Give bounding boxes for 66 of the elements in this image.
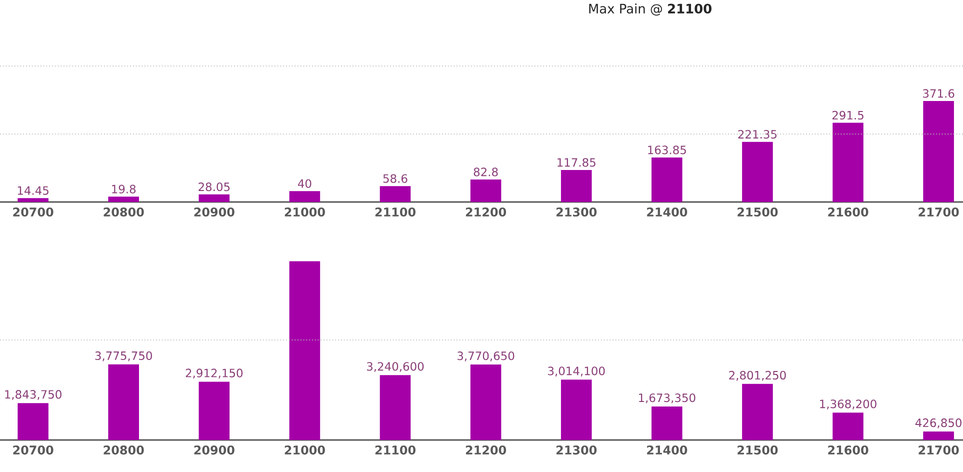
bar bbox=[742, 384, 773, 440]
data-label: 3,775,750 bbox=[95, 351, 152, 362]
data-label: 371.6 bbox=[923, 89, 954, 98]
bar bbox=[742, 142, 773, 202]
bar bbox=[198, 194, 230, 202]
data-label: 163.85 bbox=[648, 146, 686, 154]
data-label: 3,240,600 bbox=[366, 362, 424, 372]
bar bbox=[18, 198, 48, 202]
x-tick-label: 21500 bbox=[738, 208, 778, 217]
bar bbox=[18, 403, 48, 440]
bar bbox=[198, 382, 230, 440]
x-tick-label: 20700 bbox=[13, 208, 54, 217]
bar bbox=[380, 186, 411, 202]
bar bbox=[652, 406, 682, 440]
x-tick-label: 20900 bbox=[194, 208, 234, 217]
x-tick-label: 21600 bbox=[828, 446, 868, 455]
bar bbox=[380, 375, 411, 440]
bar bbox=[289, 191, 320, 202]
data-label: 2,912,150 bbox=[186, 368, 243, 378]
x-tick-label: 21300 bbox=[556, 446, 597, 455]
data-label: 3,770,650 bbox=[458, 351, 514, 362]
x-tick-label: 21700 bbox=[918, 208, 959, 217]
x-tick-label: 20900 bbox=[194, 446, 234, 455]
bar bbox=[560, 380, 592, 440]
data-label: 14.45 bbox=[18, 186, 48, 195]
bar bbox=[652, 157, 682, 202]
chart-title: Max Pain @ 21100 bbox=[589, 4, 712, 16]
data-label: 1,673,350 bbox=[639, 393, 696, 404]
bar bbox=[108, 196, 139, 202]
data-label: 221.35 bbox=[738, 130, 776, 139]
x-tick-label: 21000 bbox=[284, 446, 325, 455]
data-label: 82.8 bbox=[474, 168, 498, 176]
x-tick-label: 21100 bbox=[375, 208, 416, 217]
bar bbox=[470, 179, 502, 202]
x-tick-label: 21200 bbox=[466, 208, 506, 217]
data-label: 2,801,250 bbox=[729, 370, 786, 381]
data-label: 19.8 bbox=[112, 184, 136, 194]
bar bbox=[560, 170, 592, 202]
x-tick-label: 20700 bbox=[13, 446, 54, 455]
data-label: 117.85 bbox=[558, 158, 596, 167]
data-label: 1,843,750 bbox=[5, 390, 62, 400]
x-tick-label: 21100 bbox=[375, 446, 416, 455]
bar bbox=[108, 364, 139, 440]
data-label: 40 bbox=[298, 179, 312, 188]
x-tick-label: 21400 bbox=[647, 446, 688, 455]
bar bbox=[923, 431, 954, 440]
data-label: 58.6 bbox=[383, 174, 408, 183]
data-label: 291.5 bbox=[832, 110, 864, 120]
bar bbox=[470, 364, 502, 440]
data-label: 28.05 bbox=[198, 182, 230, 192]
bar bbox=[289, 261, 320, 440]
x-tick-label: 21400 bbox=[647, 208, 688, 217]
x-tick-label: 20800 bbox=[104, 208, 144, 217]
x-tick-label: 21000 bbox=[284, 208, 325, 217]
x-tick-label: 21500 bbox=[738, 446, 778, 455]
data-label: 426,850 bbox=[915, 418, 962, 428]
x-tick-label: 20800 bbox=[104, 446, 144, 455]
x-tick-label: 21700 bbox=[918, 446, 959, 455]
data-label: 3,014,100 bbox=[548, 366, 605, 376]
x-tick-label: 21200 bbox=[466, 446, 506, 455]
bar bbox=[832, 122, 864, 202]
x-tick-label: 21300 bbox=[556, 208, 597, 217]
data-label: 1,368,200 bbox=[820, 400, 876, 410]
x-tick-label: 21600 bbox=[828, 208, 868, 217]
bar bbox=[832, 412, 864, 440]
bar bbox=[923, 100, 954, 202]
